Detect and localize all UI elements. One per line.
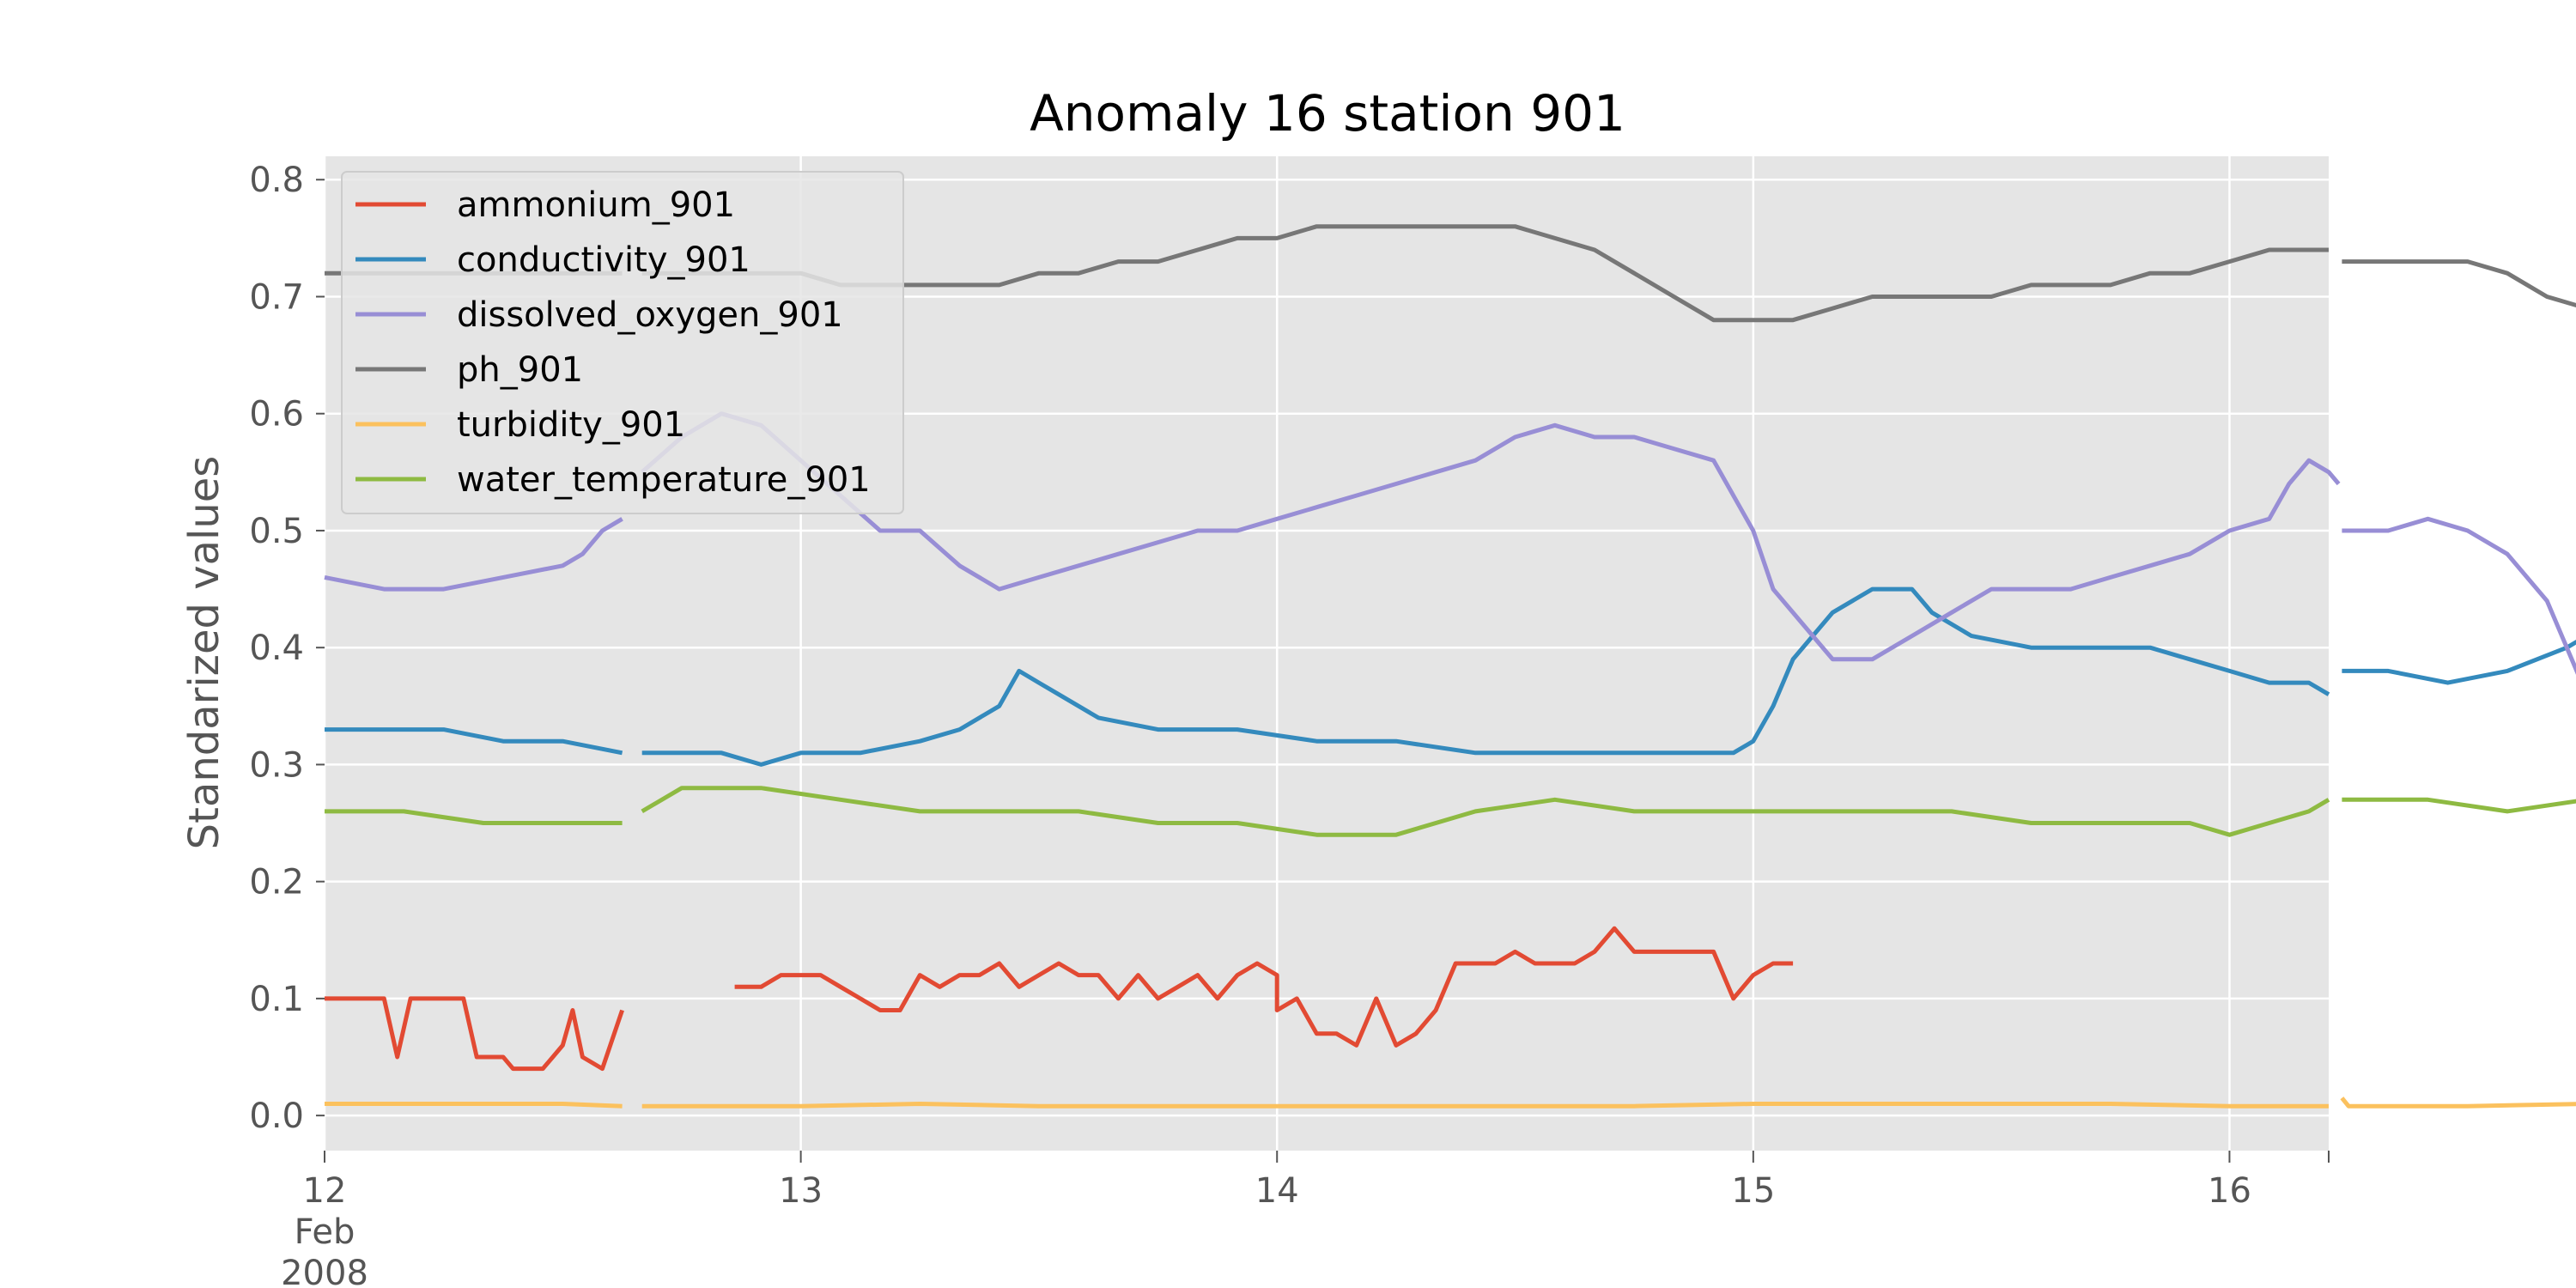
y-tick-label: 0.6 (249, 395, 304, 434)
x-tick-label-line: Feb (295, 1212, 355, 1252)
series-line-segment (641, 786, 2330, 837)
y-tick-label: 0.4 (249, 629, 304, 668)
series-water_temperature_901 (325, 786, 2576, 837)
y-tick-label: 0.0 (249, 1097, 304, 1136)
y-axis-label: Standarized values (180, 456, 228, 850)
x-tick-label-line: 2008 (281, 1254, 368, 1288)
y-tick-label: 0.1 (249, 980, 304, 1019)
x-tick-label: 13 (779, 1171, 823, 1211)
x-tick-label: 14 (1255, 1171, 1299, 1211)
legend-label: conductivity_901 (457, 240, 750, 280)
x-tick-label: 12 Feb 2008 (281, 1171, 368, 1288)
series-ammonium_901 (325, 926, 1794, 1072)
series-line-segment (641, 411, 2341, 662)
series-line-segment (325, 809, 623, 825)
series-conductivity_901 (325, 586, 2576, 767)
series-line-segment (2342, 259, 2576, 308)
legend-box (341, 171, 904, 514)
series-line-segment (2342, 516, 2576, 675)
legend-label: turbidity_901 (457, 405, 685, 445)
series-line-segment (641, 224, 2329, 323)
series-line-segment (641, 1102, 2329, 1109)
x-tick-label-line: 12 (303, 1171, 347, 1211)
y-tick-label: 0.3 (249, 745, 304, 785)
x-tick-label: 15 (1731, 1171, 1775, 1211)
series-lines (324, 224, 2576, 1109)
series-line-segment (325, 1102, 623, 1109)
y-tick-label: 0.7 (249, 277, 304, 317)
chart-title: Anomaly 16 station 901 (1030, 84, 1625, 143)
x-tick-label-line: 15 (1731, 1171, 1775, 1211)
series-line-segment (2340, 1097, 2576, 1109)
y-tick-label: 0.2 (249, 863, 304, 902)
series-line-segment (325, 996, 624, 1072)
series-turbidity_901 (325, 1097, 2576, 1109)
legend-label: ammonium_901 (457, 185, 735, 225)
x-tick-label-line: 13 (779, 1171, 823, 1211)
y-tick-label: 0.8 (249, 161, 304, 200)
series-line-segment (325, 727, 623, 756)
x-axis: 12 Feb 2008 13 14 15 16 (281, 1151, 2330, 1288)
x-tick-label: 16 (2208, 1171, 2251, 1211)
y-axis: 0.0 0.1 0.2 0.3 0.4 0.5 0.6 0.7 0.8 (249, 161, 325, 1136)
x-tick-label-line: 16 (2208, 1171, 2251, 1211)
series-line-segment (2342, 639, 2576, 685)
x-tick-label-line: 14 (1255, 1171, 1299, 1211)
series-line-segment (324, 517, 623, 592)
series-line-segment (734, 926, 1794, 1048)
series-line-segment (2342, 797, 2576, 814)
legend-label: water_temperature_901 (457, 460, 871, 500)
legend: ammonium_901 conductivity_901 dissolved_ox… (341, 171, 904, 514)
series-line-segment (641, 586, 2330, 767)
series-dissolved_oxygen_901 (324, 411, 2576, 675)
legend-label: ph_901 (457, 350, 583, 390)
legend-label: dissolved_oxygen_901 (457, 295, 843, 335)
y-tick-label: 0.5 (249, 512, 304, 551)
